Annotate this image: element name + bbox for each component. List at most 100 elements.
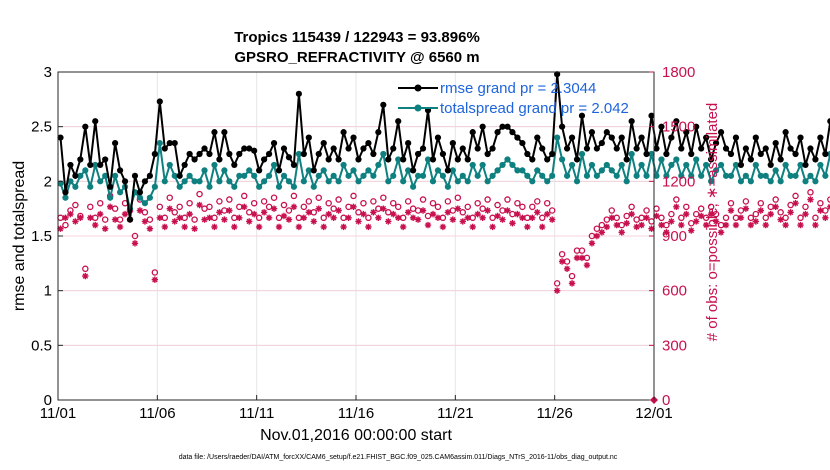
series-layer — [57, 71, 830, 404]
totalspread-point — [236, 172, 243, 179]
obs_assimilated-point — [241, 203, 248, 211]
obs_assimilated-point — [762, 221, 769, 229]
totalspread-point — [439, 172, 447, 179]
totalspread-point — [593, 172, 600, 179]
y-tick-label: 0 — [44, 392, 52, 409]
obs_assimilated-point — [742, 205, 750, 212]
obs_assimilated-point — [519, 214, 526, 221]
obs_possible-point — [206, 203, 213, 211]
obs_assimilated-point — [648, 225, 655, 232]
obs_assimilated-point — [350, 203, 357, 211]
obs_possible-point — [807, 189, 814, 196]
obs_assimilated-point — [439, 223, 447, 231]
obs_assimilated-point — [459, 218, 466, 225]
legend-rmse-marker — [414, 84, 422, 92]
rmse-point — [251, 147, 258, 154]
rmse-point — [171, 139, 178, 147]
obs_possible-point — [653, 205, 660, 212]
obs_assimilated-point — [558, 258, 566, 265]
obs_assimilated-point — [578, 254, 586, 262]
rmse-point — [390, 145, 397, 152]
obs_assimilated-point — [106, 203, 114, 211]
obs_possible-point — [504, 196, 511, 203]
totalspread-point — [270, 161, 278, 169]
obs_possible-point — [683, 203, 690, 211]
totalspread-point — [767, 178, 774, 185]
obs_assimilated-point — [161, 223, 168, 231]
totalspread-point — [712, 167, 720, 174]
obs_possible-point — [459, 209, 467, 216]
obs_assimilated-point — [598, 229, 606, 236]
totalspread-point — [519, 167, 526, 174]
totalspread-point — [792, 172, 799, 179]
obs_assimilated-point — [767, 210, 774, 218]
totalspread-point — [92, 161, 99, 169]
rmse-point — [499, 123, 506, 130]
totalspread-point — [410, 183, 417, 190]
totalspread-point — [385, 178, 392, 185]
rmse-point — [673, 118, 680, 125]
totalspread-point — [678, 172, 685, 179]
rmse-point — [717, 129, 725, 136]
rmse-point — [797, 134, 804, 141]
rmse-point — [827, 118, 830, 125]
totalspread-point — [459, 172, 466, 179]
totalspread-point — [504, 156, 511, 163]
obs_possible-point — [727, 199, 735, 207]
totalspread-point — [216, 178, 223, 185]
totalspread-point — [732, 161, 740, 169]
y2-tick-label: 600 — [662, 283, 687, 300]
obs_assimilated-point — [663, 229, 670, 236]
totalspread-point — [469, 161, 476, 169]
rmse-point — [151, 150, 158, 158]
obs_possible-point — [360, 199, 367, 207]
totalspread-point — [524, 172, 531, 179]
legend-spread-label: totalspread grand pr = 2.042 — [440, 100, 629, 117]
totalspread-point — [97, 178, 104, 185]
rmse-point — [628, 118, 635, 125]
rmse-point — [608, 134, 615, 141]
rmse-point — [698, 145, 705, 152]
totalspread-point — [419, 172, 427, 179]
obs_assimilated-point — [772, 203, 779, 211]
obs_possible-point — [156, 203, 164, 211]
rmse-point — [509, 129, 516, 136]
obs_assimilated-point — [404, 209, 412, 216]
rmse-point — [285, 154, 293, 161]
totalspread-point — [454, 178, 461, 185]
totalspread-point — [146, 194, 153, 201]
obs_assimilated-point — [146, 225, 154, 232]
x-tick-label: 11/21 — [437, 405, 473, 422]
totalspread-point — [782, 161, 789, 169]
totalspread-point — [340, 161, 347, 169]
obs_assimilated-point — [792, 200, 799, 207]
obs_assimilated-point — [593, 232, 601, 240]
obs_possible-point — [558, 250, 566, 258]
rmse-point — [459, 145, 466, 152]
obs_possible-point — [176, 203, 183, 211]
rmse-point — [464, 156, 471, 163]
obs_assimilated-point — [553, 287, 561, 294]
rmse-point — [777, 156, 784, 163]
totalspread-point — [231, 183, 238, 190]
obs_possible-point — [325, 199, 332, 207]
totalspread-point — [633, 172, 640, 179]
obs_assimilated-point — [717, 229, 725, 236]
totalspread-point — [598, 167, 605, 174]
totalspread-point — [434, 167, 442, 174]
legend: rmse grand pr = 2.3044 totalspread grand… — [398, 80, 629, 117]
rmse-point — [72, 172, 79, 179]
totalspread-point — [72, 183, 79, 190]
rmse-point — [524, 150, 531, 158]
obs_assimilated-point — [658, 221, 665, 229]
y-tick-label: 1.5 — [31, 228, 52, 245]
obs_assimilated-point — [151, 276, 159, 283]
obs_assimilated-point — [221, 216, 228, 223]
totalspread-point — [613, 172, 620, 179]
totalspread-point — [191, 178, 198, 185]
obs_possible-point — [792, 192, 799, 200]
rmse-point — [822, 150, 829, 158]
obs_possible-point — [673, 196, 680, 203]
totalspread-point — [112, 172, 119, 179]
obs_possible-point — [250, 199, 258, 207]
